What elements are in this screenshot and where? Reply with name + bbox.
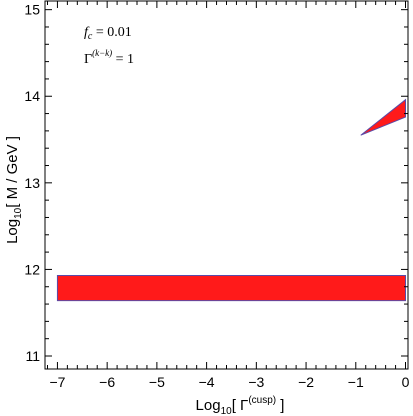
x-ticks: −7 −6 −5 −4 −3 −2 −1 0 <box>46 1 410 390</box>
x-tick-label: −5 <box>149 374 165 390</box>
x-tick-label: −6 <box>99 374 115 390</box>
y-ticks: 11 12 13 14 15 <box>24 2 408 364</box>
x-tick-label: −1 <box>348 374 364 390</box>
y-tick-label: 14 <box>24 88 40 104</box>
x-tick-label: 0 <box>402 374 410 390</box>
x-tick-label: −3 <box>248 374 264 390</box>
annotation-gamma: Γ(k−k) = 1 <box>84 48 134 67</box>
regions-layer <box>56 98 407 302</box>
y-tick-label: 12 <box>24 261 40 277</box>
y-tick-label: 11 <box>25 348 40 364</box>
region-band <box>56 274 407 302</box>
y-tick-label: 15 <box>24 2 40 18</box>
y-axis-title: Log10[ M / GeV ] <box>4 136 24 244</box>
region-wedge <box>360 98 407 136</box>
x-tick-label: −4 <box>199 374 215 390</box>
x-tick-label: −7 <box>49 374 65 390</box>
x-axis-title: Log10[ Γ(cusp) ] <box>196 395 285 416</box>
x-tick-label: −2 <box>298 374 314 390</box>
y-tick-label: 13 <box>24 175 40 191</box>
annotation-fc: fc = 0.01 <box>84 25 132 42</box>
